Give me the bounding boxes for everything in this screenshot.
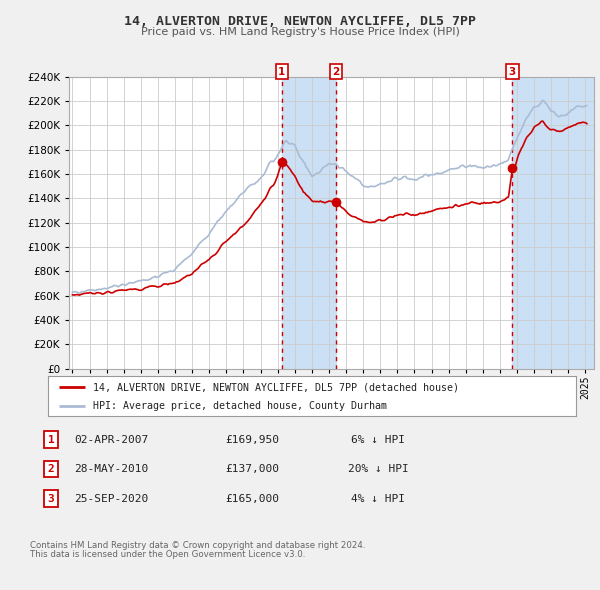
Text: 6% ↓ HPI: 6% ↓ HPI [351, 435, 405, 444]
Text: 14, ALVERTON DRIVE, NEWTON AYCLIFFE, DL5 7PP (detached house): 14, ALVERTON DRIVE, NEWTON AYCLIFFE, DL5… [93, 382, 459, 392]
Text: 4% ↓ HPI: 4% ↓ HPI [351, 494, 405, 503]
Text: £165,000: £165,000 [225, 494, 279, 503]
Text: 28-MAY-2010: 28-MAY-2010 [74, 464, 148, 474]
Text: Price paid vs. HM Land Registry's House Price Index (HPI): Price paid vs. HM Land Registry's House … [140, 27, 460, 37]
Text: 3: 3 [509, 67, 516, 77]
Text: 1: 1 [47, 435, 55, 444]
Text: 3: 3 [47, 494, 55, 503]
Text: 20% ↓ HPI: 20% ↓ HPI [347, 464, 409, 474]
Text: 25-SEP-2020: 25-SEP-2020 [74, 494, 148, 503]
Text: 1: 1 [278, 67, 286, 77]
Text: 02-APR-2007: 02-APR-2007 [74, 435, 148, 444]
Bar [282, 77, 336, 369]
Text: 2: 2 [332, 67, 340, 77]
Text: This data is licensed under the Open Government Licence v3.0.: This data is licensed under the Open Gov… [30, 550, 305, 559]
Text: £169,950: £169,950 [225, 435, 279, 444]
Text: HPI: Average price, detached house, County Durham: HPI: Average price, detached house, Coun… [93, 401, 387, 411]
Text: £137,000: £137,000 [225, 464, 279, 474]
Text: 14, ALVERTON DRIVE, NEWTON AYCLIFFE, DL5 7PP: 14, ALVERTON DRIVE, NEWTON AYCLIFFE, DL5… [124, 15, 476, 28]
Text: 2: 2 [47, 464, 55, 474]
Text: Contains HM Land Registry data © Crown copyright and database right 2024.: Contains HM Land Registry data © Crown c… [30, 541, 365, 550]
Bar [512, 77, 594, 369]
